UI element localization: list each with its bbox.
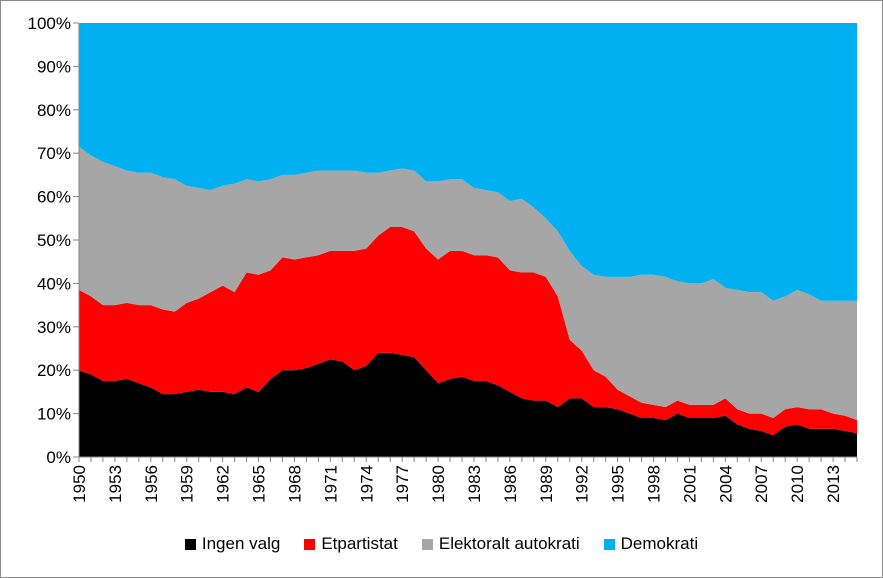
- y-tick-label: 80%: [37, 101, 71, 120]
- x-tick-label: 1962: [214, 465, 233, 503]
- y-tick-label: 90%: [37, 57, 71, 76]
- legend: Ingen valg Etpartistat Elektoralt autokrat…: [0, 534, 883, 554]
- y-tick-label: 0%: [46, 448, 71, 467]
- x-tick-label: 1974: [357, 465, 376, 503]
- area-series-1: [79, 226, 857, 436]
- x-tick-label: 1992: [573, 465, 592, 503]
- x-tick-label: 1980: [429, 465, 448, 503]
- x-tick-label: 1995: [609, 465, 628, 503]
- y-tick-label: 70%: [37, 144, 71, 163]
- area-series-3: [79, 23, 857, 301]
- legend-item-2: Elektoralt autokrati: [421, 534, 580, 554]
- legend-label: Elektoralt autokrati: [438, 534, 580, 553]
- y-tick-label: 30%: [37, 318, 71, 337]
- y-tick-label: 40%: [37, 274, 71, 293]
- axes: [73, 22, 858, 462]
- legend-swatch: [184, 538, 196, 550]
- y-tick-label: 20%: [37, 361, 71, 380]
- x-tick-label: 1953: [106, 465, 125, 503]
- x-tick-label: 1965: [250, 465, 269, 503]
- x-tick-label: 1989: [537, 465, 556, 503]
- y-tick-label: 50%: [37, 231, 71, 250]
- x-tick-label: 2010: [788, 465, 807, 503]
- legend-label: Demokrati: [620, 534, 699, 553]
- x-tick-label: 1968: [285, 465, 304, 503]
- legend-swatch: [304, 538, 316, 550]
- x-tick-label: 2007: [752, 465, 771, 503]
- x-tick-labels: 1950 1953 1956 1959 1962 1965 1968 1971 1974 1977…: [70, 465, 843, 503]
- legend-label: Etpartistat: [321, 534, 398, 553]
- legend-swatch: [421, 538, 433, 550]
- legend-item-0: Ingen valg: [184, 534, 281, 554]
- x-tick-label: 1986: [501, 465, 520, 503]
- y-tick-label: 100%: [28, 14, 71, 33]
- area-layers: [79, 23, 857, 457]
- legend-label: Ingen valg: [201, 534, 281, 553]
- legend-swatch: [603, 538, 615, 550]
- x-tick-label: 2004: [716, 465, 735, 503]
- area-series-2: [79, 146, 857, 421]
- legend-item-1: Etpartistat: [304, 534, 398, 554]
- x-tick-label: 1977: [393, 465, 412, 503]
- legend-item-3: Demokrati: [603, 534, 699, 554]
- x-tick-label: 1971: [321, 465, 340, 503]
- x-tick-label: 1983: [465, 465, 484, 503]
- y-tick-label: 60%: [37, 188, 71, 207]
- x-tick-label: 2013: [824, 465, 843, 503]
- x-tick-label: 1950: [70, 465, 89, 503]
- x-tick-label: 1956: [142, 465, 161, 503]
- y-tick-labels: 0% 10% 20% 30% 40% 50% 60% 70% 80% 90% 100%: [28, 14, 71, 467]
- area-series-0: [79, 352, 857, 457]
- y-tick-label: 10%: [37, 405, 71, 424]
- x-tick-label: 1959: [178, 465, 197, 503]
- x-tick-label: 2001: [680, 465, 699, 503]
- x-tick-label: 1998: [645, 465, 664, 503]
